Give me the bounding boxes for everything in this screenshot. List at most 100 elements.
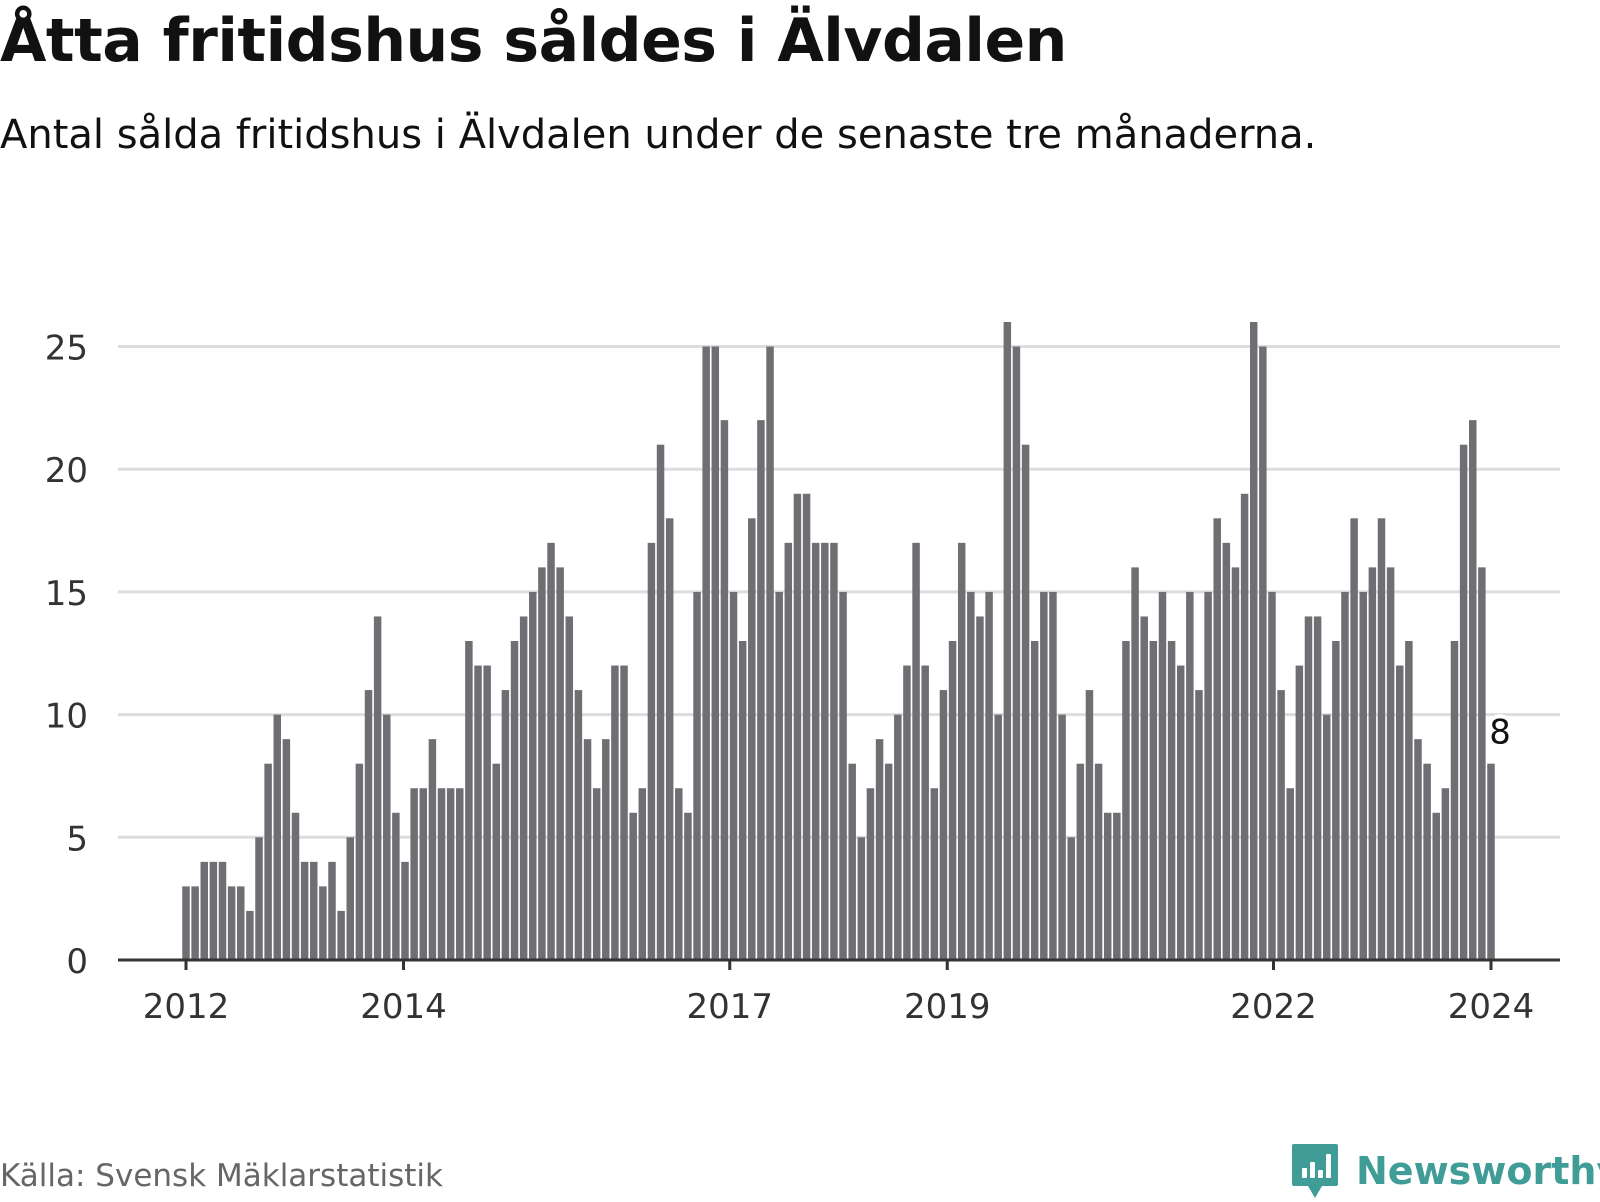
bar (611, 665, 619, 960)
bar (1012, 346, 1021, 960)
bar (519, 616, 528, 960)
bar (182, 886, 190, 960)
bar (894, 714, 902, 960)
bar (1450, 641, 1459, 960)
y-tick-label: 10 (45, 697, 88, 737)
bar (1231, 567, 1240, 960)
bar (529, 591, 537, 960)
x-tick-label: 2012 (143, 987, 230, 1027)
bar (255, 837, 263, 960)
bar (729, 591, 738, 960)
bar (1396, 665, 1404, 960)
bar (328, 861, 336, 960)
bar (501, 690, 510, 960)
bar (903, 665, 911, 960)
bar (556, 567, 564, 960)
bar (930, 788, 939, 960)
bar (1478, 567, 1486, 960)
bar (465, 641, 473, 960)
bar (738, 641, 747, 960)
bar (1058, 714, 1066, 960)
bar (884, 763, 893, 960)
bar (547, 542, 555, 960)
bar (921, 665, 929, 960)
bar (1167, 641, 1176, 960)
bar (419, 788, 428, 960)
y-tick-label: 5 (66, 819, 88, 859)
bar (1268, 591, 1276, 960)
bar (373, 616, 382, 960)
bar (848, 763, 856, 960)
bar (1277, 690, 1285, 960)
bar (684, 812, 692, 960)
y-tick-label: 25 (45, 329, 88, 369)
bar (510, 641, 519, 960)
bar (939, 690, 948, 960)
bar (638, 788, 647, 960)
bar (1103, 812, 1112, 960)
bar (437, 788, 446, 960)
bar (1249, 322, 1258, 960)
chart-subtitle: Antal sålda fritidshus i Älvdalen under … (0, 112, 1317, 158)
bar (1368, 567, 1377, 960)
bar (1332, 641, 1340, 960)
bar (665, 518, 674, 960)
bar (675, 788, 683, 960)
x-axis-tick-labels: 2012 2014 2017 2019 2022 2024 (143, 960, 1535, 1027)
bar (1259, 346, 1267, 960)
bar (218, 861, 227, 960)
x-tick-label: 2024 (1448, 987, 1535, 1027)
bar (994, 714, 1002, 960)
bar (1204, 591, 1212, 960)
bar (191, 886, 199, 960)
bar (300, 861, 309, 960)
bar (383, 714, 391, 960)
bar (1021, 444, 1030, 960)
bar (875, 739, 884, 960)
bar (474, 665, 482, 960)
data-labels: 8 (1485, 709, 1515, 757)
bar (273, 714, 281, 960)
bar (1094, 763, 1103, 960)
x-tick-label: 2019 (904, 987, 991, 1027)
bar (1304, 616, 1313, 960)
x-tick-label: 2014 (360, 987, 447, 1027)
chart-title: Åtta fritidshus såldes i Älvdalen (0, 6, 1067, 76)
bar (1030, 641, 1039, 960)
bar (1149, 641, 1158, 960)
bar (346, 837, 354, 960)
bar (976, 616, 984, 960)
bar (1240, 493, 1249, 960)
bar (538, 567, 546, 960)
bar (948, 641, 957, 960)
source-note: Källa: Svensk Mäklarstatistik (0, 1158, 443, 1194)
bar (766, 346, 774, 960)
bar (264, 763, 272, 960)
x-tick-label: 2017 (686, 987, 773, 1027)
bar (246, 910, 254, 960)
bar (830, 542, 838, 960)
bar (1113, 812, 1121, 960)
bar (1003, 322, 1012, 960)
bar (784, 542, 793, 960)
newsworthy-logo-icon (1292, 1144, 1338, 1198)
bar (1469, 420, 1477, 960)
y-axis-tick-labels: 0 5 10 15 20 25 (45, 329, 88, 982)
bar (1350, 518, 1358, 960)
bar (1222, 542, 1231, 960)
bar (1341, 591, 1349, 960)
bar (1423, 763, 1431, 960)
bar (1459, 444, 1468, 960)
bar (565, 616, 574, 960)
bar (1195, 690, 1203, 960)
bar (401, 861, 409, 960)
bar (1322, 714, 1331, 960)
bar (1140, 616, 1148, 960)
bar (711, 346, 720, 960)
bar (1414, 739, 1422, 960)
bar (392, 812, 400, 960)
bar (693, 591, 701, 960)
bar (748, 518, 756, 960)
bar (811, 542, 820, 960)
brand: Newsworthy (1290, 1140, 1600, 1202)
